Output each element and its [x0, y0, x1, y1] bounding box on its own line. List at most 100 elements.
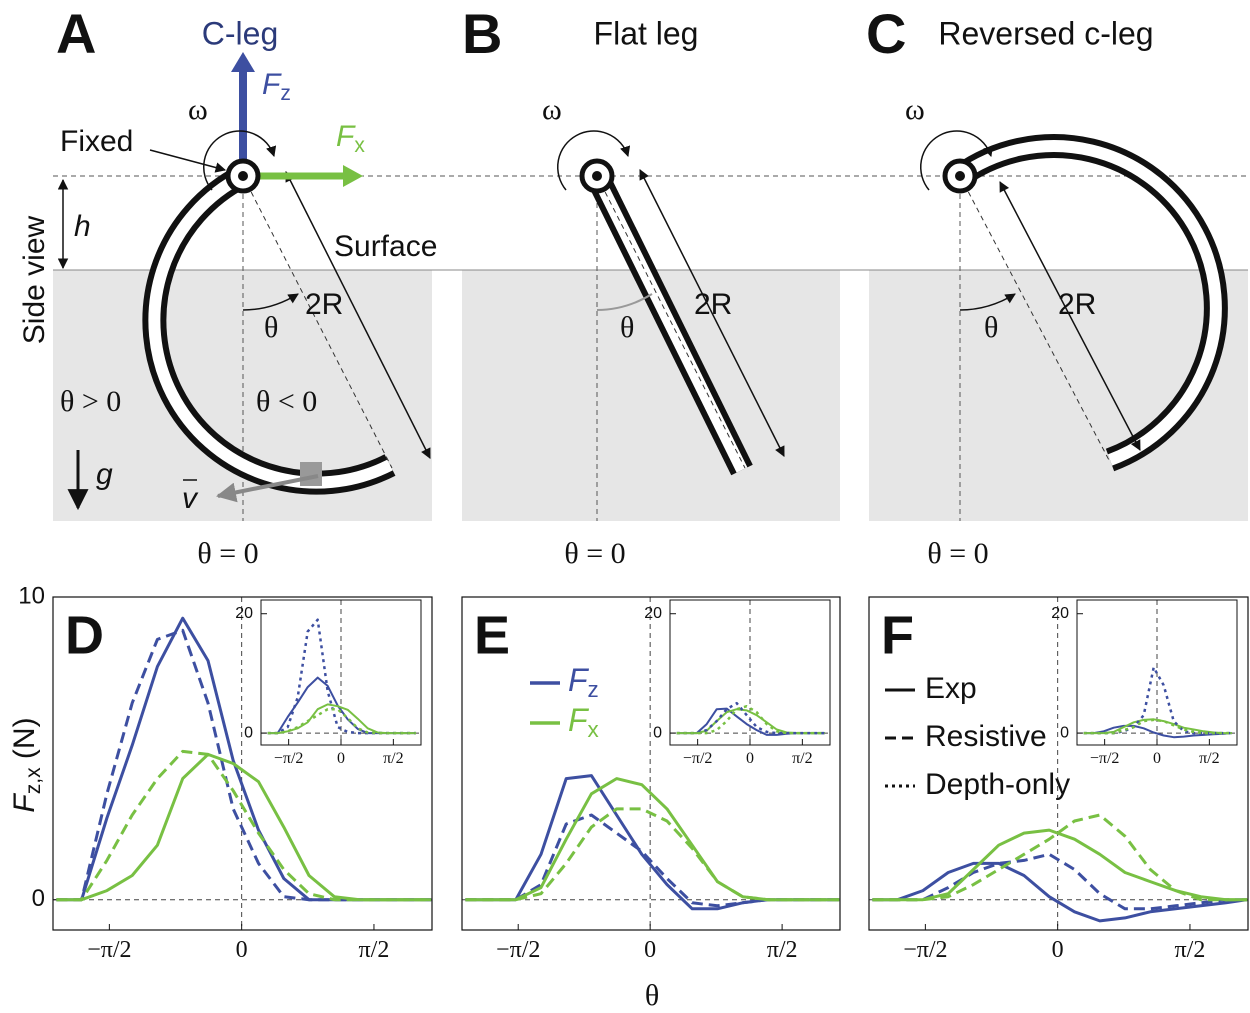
inset-line	[676, 704, 825, 735]
series-line	[872, 813, 1248, 902]
inset-line	[1083, 666, 1232, 735]
length-label: 2R	[305, 288, 343, 321]
side-view-label: Side view	[18, 215, 51, 344]
y-tick-label: 0	[244, 724, 253, 741]
theta-arrow	[959, 293, 1016, 311]
legend-label: Resistive	[925, 720, 1047, 753]
panel-letter: D	[65, 605, 104, 665]
x-tick-label: π/2	[359, 937, 390, 963]
theta-label: θ	[984, 311, 998, 344]
x-tick-label: −π/2	[683, 750, 713, 767]
legend-label: Exp	[925, 672, 977, 705]
x-tick-label: −π/2	[496, 937, 540, 963]
x-tick-label: 0	[644, 937, 656, 963]
theta-zero: θ = 0	[927, 537, 988, 570]
theta-label: θ	[620, 311, 634, 344]
dimension-2r	[639, 169, 785, 457]
legend-label: Fx	[568, 702, 599, 741]
x-tick-label: 0	[1052, 937, 1064, 963]
x-tick-label: π/2	[383, 750, 404, 767]
omega-label: ω	[905, 93, 925, 126]
omega-label: ω	[188, 93, 208, 126]
inset-line	[676, 701, 825, 735]
panel-letter: F	[881, 605, 914, 665]
reversed-c-leg-inner	[956, 140, 1222, 466]
inset-line	[1083, 724, 1233, 739]
x-tick-label: 0	[236, 937, 248, 963]
inset-line	[267, 618, 416, 735]
theta-zero: θ = 0	[564, 537, 625, 570]
plot-frame	[52, 596, 433, 931]
theta-arrow	[242, 293, 299, 311]
contact-patch	[300, 462, 322, 486]
x-tick-label: −π/2	[87, 937, 131, 963]
fx-label: Fx	[336, 120, 365, 157]
x-tick-label: π/2	[1199, 750, 1220, 767]
legend-label: Fz	[568, 662, 599, 701]
velocity-arrow	[216, 474, 319, 503]
length-label: 2R	[1058, 288, 1096, 321]
theta-zero: θ = 0	[197, 537, 258, 570]
dimension-2r	[285, 171, 431, 459]
panel-title: C-leg	[202, 15, 278, 51]
omega-arrow	[556, 130, 631, 191]
y-tick-label: 0	[1060, 724, 1069, 741]
x-tick-label: −π/2	[274, 750, 304, 767]
inset-line	[1083, 718, 1232, 735]
surface-label: Surface	[334, 230, 437, 263]
plot-frame	[461, 596, 841, 931]
fixed-pointer	[149, 149, 227, 173]
panel-letter: A	[56, 2, 96, 65]
pivot-center	[592, 171, 602, 181]
gravity-label: g	[96, 458, 113, 491]
y-tick-label: 20	[1051, 605, 1069, 622]
x-tick-label: π/2	[792, 750, 813, 767]
omega-label: ω	[542, 93, 562, 126]
panel-letter: E	[474, 605, 510, 665]
inset-frame	[669, 599, 831, 746]
y-tick-label: 0	[653, 724, 662, 741]
velocity-label: v	[182, 482, 199, 515]
y-tick-label: 10	[18, 582, 45, 609]
series-line	[872, 861, 1248, 923]
x-tick-label: −π/2	[1090, 750, 1120, 767]
x-tick-label: 0	[746, 750, 754, 767]
omega-arrow	[919, 130, 994, 191]
x-axis-label: θ	[645, 979, 659, 1012]
theta-negative: θ < 0	[256, 385, 317, 418]
pivot-center	[238, 171, 248, 181]
series-line	[56, 749, 432, 902]
plot-frame	[868, 596, 1249, 931]
legend-label: Depth-only	[925, 768, 1070, 801]
panel-letter: B	[462, 2, 502, 65]
x-tick-label: −π/2	[903, 937, 947, 963]
fixed-label: Fixed	[60, 125, 133, 158]
theta-arrow	[596, 293, 653, 311]
panel-title: Flat leg	[594, 15, 699, 51]
depth-label: h	[74, 210, 91, 243]
length-label: 2R	[694, 288, 732, 321]
series-line	[465, 807, 840, 902]
y-tick-label: 0	[32, 885, 45, 912]
x-tick-label: π/2	[1175, 937, 1206, 963]
theta-positive: θ > 0	[60, 385, 121, 418]
x-tick-label: 0	[1153, 750, 1161, 767]
theta-label: θ	[264, 311, 278, 344]
panel-title: Reversed c-leg	[938, 15, 1153, 51]
y-tick-label: 20	[644, 605, 662, 622]
fz-label: Fz	[262, 68, 291, 105]
inset-frame	[260, 599, 422, 746]
dimension-2r	[999, 181, 1141, 451]
pivot-center	[955, 171, 965, 181]
series-line	[465, 777, 840, 902]
fz-arrowhead	[231, 52, 255, 72]
omega-arrow	[202, 130, 277, 191]
series-line	[872, 828, 1248, 902]
y-axis-label: Fz,x (N)	[8, 717, 45, 812]
series-line	[872, 852, 1248, 911]
inset-line	[267, 703, 416, 735]
panel-letter: C	[866, 2, 906, 65]
inset-frame	[1076, 599, 1238, 746]
x-tick-label: π/2	[767, 937, 798, 963]
